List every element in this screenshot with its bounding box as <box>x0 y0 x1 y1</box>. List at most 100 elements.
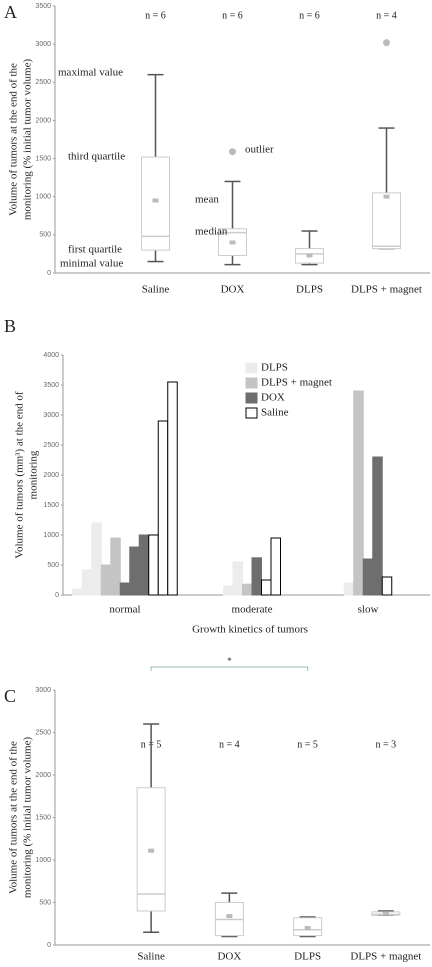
x-tick-label: DOX <box>217 951 241 963</box>
x-tick-label: DOX <box>221 284 245 296</box>
n-label: n = 3 <box>376 739 397 750</box>
legend-label: DLPS + magnet <box>261 377 332 389</box>
legend-label: DOX <box>261 392 285 404</box>
bar <box>381 576 393 596</box>
y-tick-label: 2500 <box>43 442 59 449</box>
y-tick-label: 2000 <box>35 772 51 779</box>
annotation: median <box>195 226 228 238</box>
legend-label: Saline <box>261 407 289 419</box>
y-axis-label: Volume of tumors at the end of the <box>8 741 20 894</box>
bar <box>372 456 383 596</box>
bar <box>167 381 178 596</box>
y-tick-label: 500 <box>39 232 51 239</box>
y-tick-label: 1000 <box>43 532 59 539</box>
y-tick-label: 1000 <box>35 194 51 201</box>
mean <box>306 253 313 258</box>
bar <box>270 537 281 596</box>
bar <box>91 522 102 596</box>
mean <box>148 848 155 853</box>
n-label: n = 4 <box>376 10 397 21</box>
mean <box>383 194 390 199</box>
bar <box>129 546 140 596</box>
mean <box>382 911 389 916</box>
n-label: n = 4 <box>219 739 240 750</box>
x-tick-label: slow <box>358 604 379 616</box>
bar <box>261 579 272 596</box>
bar <box>138 534 150 596</box>
y-tick-label: 500 <box>47 562 59 569</box>
mean <box>229 240 236 245</box>
bar <box>110 537 121 596</box>
annotation: third quartile <box>68 151 125 163</box>
y-tick-label: 1500 <box>35 155 51 162</box>
n-label: n = 6 <box>222 10 243 21</box>
y-axis-label: Volume of tumors at the end of the <box>8 63 20 216</box>
x-tick-label: Saline <box>142 284 170 296</box>
annotation: mean <box>195 194 219 206</box>
y-tick-label: 1500 <box>43 502 59 509</box>
n-label: n = 6 <box>299 10 320 21</box>
y-tick-label: 0 <box>47 270 51 277</box>
y-tick-label: 0 <box>55 592 59 599</box>
y-tick-label: 2500 <box>35 79 51 86</box>
bar <box>148 534 159 596</box>
annotation: minimal value <box>60 258 123 270</box>
y-tick-label: 4000 <box>43 352 59 359</box>
y-tick-label: 2500 <box>35 729 51 736</box>
y-tick-label: 3500 <box>43 382 59 389</box>
n-label: n = 6 <box>145 10 166 21</box>
y-tick-label: 0 <box>47 942 51 949</box>
bar <box>343 582 355 596</box>
bar <box>353 390 364 596</box>
bar <box>232 561 243 596</box>
y-tick-label: 2000 <box>35 117 51 124</box>
box <box>141 156 170 251</box>
outlier <box>229 148 236 156</box>
y-axis-label: Volume of tumors (mm³) at the end of <box>14 391 26 558</box>
y-tick-label: 3500 <box>35 3 51 10</box>
bar <box>242 583 253 596</box>
x-tick-label: Saline <box>137 951 165 963</box>
n-label: n = 5 <box>297 739 318 750</box>
annotation: outlier <box>245 144 274 156</box>
legend-swatch <box>245 407 258 419</box>
bar <box>100 564 112 596</box>
panel-label: A <box>4 2 17 22</box>
significance-bracket <box>150 666 309 671</box>
y-axis-label: monitoring (% initial tumor volume) <box>22 59 34 221</box>
y-tick-label: 1500 <box>35 814 51 821</box>
legend-label: DLPS <box>261 362 288 374</box>
mean <box>152 198 159 203</box>
panel-label: B <box>4 316 16 336</box>
y-axis-label: monitoring (% initial tumor volume) <box>22 737 34 899</box>
x-tick-label: DLPS <box>294 951 321 963</box>
significance-label: * <box>227 656 232 666</box>
annotation: first quartile <box>68 244 122 256</box>
y-tick-label: 2000 <box>43 472 59 479</box>
y-tick-label: 3000 <box>43 412 59 419</box>
x-axis-label: Growth kinetics of tumors <box>192 624 308 636</box>
x-tick-label: normal <box>109 604 140 616</box>
bar <box>251 557 262 596</box>
legend-swatch <box>245 377 258 389</box>
panel-label: C <box>4 686 16 706</box>
bar <box>119 582 131 596</box>
legend-swatch <box>245 362 258 374</box>
bar <box>362 558 374 596</box>
outlier <box>383 39 390 47</box>
x-tick-label: DLPS + magnet <box>351 284 422 296</box>
annotation: maximal value <box>58 67 123 79</box>
bar <box>81 569 93 596</box>
mean <box>226 914 233 919</box>
y-tick-label: 500 <box>39 899 51 906</box>
bar <box>157 420 169 596</box>
x-tick-label: moderate <box>232 604 273 616</box>
bar <box>72 588 83 596</box>
y-tick-label: 3000 <box>35 41 51 48</box>
y-axis-label: monitoring <box>28 450 40 499</box>
x-tick-label: DLPS <box>296 284 323 296</box>
x-tick-label: DLPS + magnet <box>350 951 421 963</box>
y-tick-label: 3000 <box>35 687 51 694</box>
box <box>372 192 401 250</box>
